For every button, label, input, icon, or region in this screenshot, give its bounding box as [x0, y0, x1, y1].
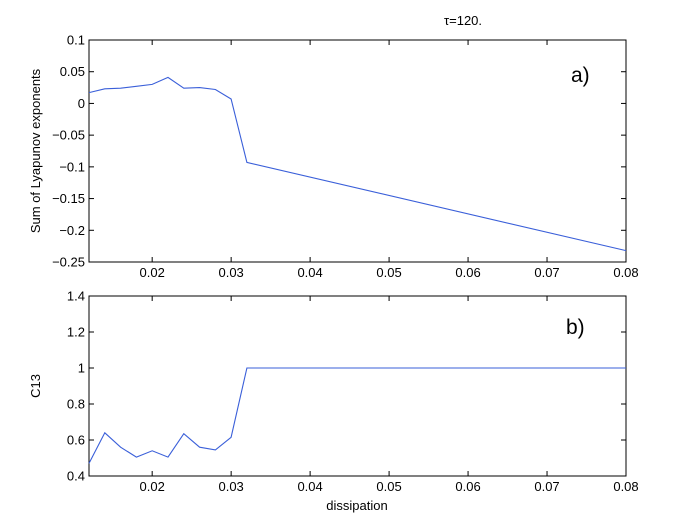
x-axis-label-b: dissipation — [326, 498, 387, 513]
y-tick-label: −0.2 — [59, 223, 85, 238]
x-tick-label: 0.02 — [140, 265, 165, 280]
y-tick-label: 1 — [78, 361, 85, 376]
x-tick-label: 0.02 — [140, 479, 165, 494]
tick-labels-b: 0.02 0.03 0.04 0.05 0.06 0.07 0.08 1.4 1.2 1 0.8 0.… — [67, 289, 639, 495]
y-tick-label: 1.2 — [67, 325, 85, 340]
x-tick-label: 0.04 — [297, 479, 322, 494]
x-tick-label: 0.06 — [455, 265, 480, 280]
x-tick-label: 0.08 — [613, 479, 638, 494]
tick-labels-a: 0.02 0.03 0.04 0.05 0.06 0.07 0.08 0.1 0.05 0 −0.0… — [52, 33, 639, 281]
y-axis-label-a: Sum of Lyapunov exponents — [28, 68, 43, 233]
x-tick-label: 0.07 — [534, 479, 559, 494]
x-tick-label: 0.05 — [376, 265, 401, 280]
y-tick-label: 0.8 — [67, 397, 85, 412]
y-tick-label: −0.1 — [59, 159, 85, 174]
ticks-a — [89, 39, 627, 263]
y-tick-label: 0 — [78, 96, 85, 111]
series-b — [88, 367, 626, 464]
panel-b: 0.02 0.03 0.04 0.05 0.06 0.07 0.08 1.4 1.2 1 0.8 0.… — [28, 289, 639, 514]
series-line — [88, 367, 626, 464]
y-tick-label: −0.05 — [52, 128, 85, 143]
x-tick-label: 0.06 — [455, 479, 480, 494]
series-line — [88, 76, 627, 252]
y-tick-label: 0.6 — [67, 433, 85, 448]
plot-area-a — [88, 39, 627, 263]
x-tick-label: 0.03 — [218, 265, 243, 280]
y-tick-label: 0.1 — [67, 33, 85, 48]
x-tick-label: 0.04 — [297, 265, 322, 280]
panel-a: 0.02 0.03 0.04 0.05 0.06 0.07 0.08 0.1 0.05 0 −0.0… — [28, 33, 639, 281]
plot-area-b — [88, 295, 627, 477]
figure-title: τ=120. — [444, 13, 482, 28]
y-axis-label-b: C13 — [28, 374, 43, 398]
y-tick-label: 0.4 — [67, 469, 85, 484]
x-tick-label: 0.07 — [534, 265, 559, 280]
x-tick-label: 0.08 — [613, 265, 638, 280]
y-tick-label: −0.25 — [52, 255, 85, 270]
y-tick-label: −0.15 — [52, 191, 85, 206]
series-a — [88, 76, 627, 252]
panel-label-a: a) — [571, 64, 590, 87]
x-tick-label: 0.03 — [218, 479, 243, 494]
y-tick-label: 1.4 — [67, 289, 85, 304]
y-tick-label: 0.05 — [60, 64, 85, 79]
panel-label-b: b) — [566, 316, 585, 339]
x-tick-label: 0.05 — [376, 479, 401, 494]
